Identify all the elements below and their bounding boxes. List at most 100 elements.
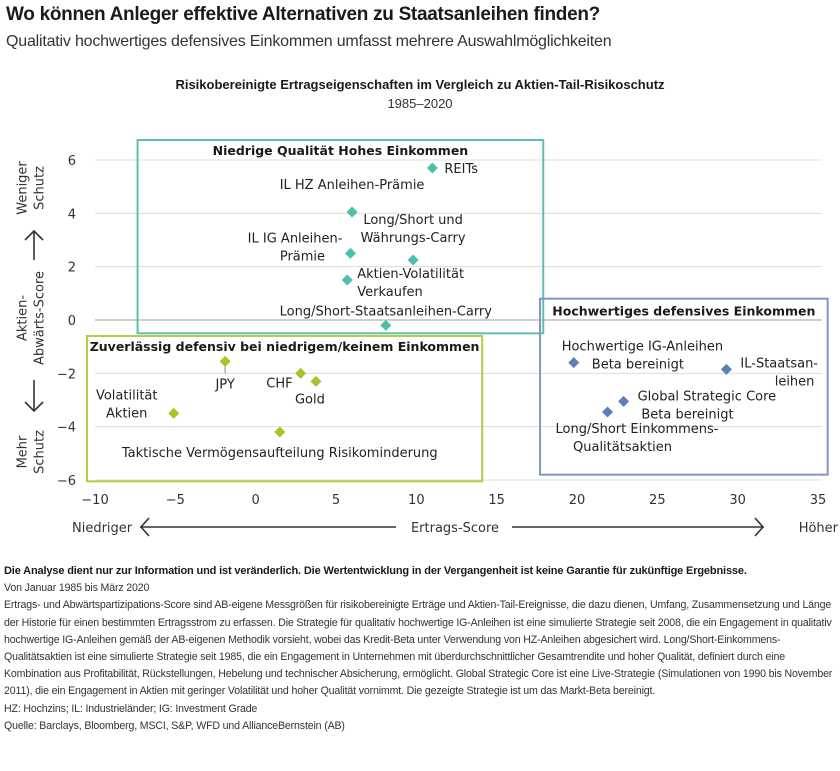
point-label: Long/Short-Staatsanleihen-Carry [280,304,493,319]
x-tick-label: 15 [488,493,505,508]
point-label: Volatilität [96,388,158,403]
data-point[interactable]: Global Strategic Core Beta bereinigt [618,389,776,422]
x-axis-title: Ertrags-Score [411,521,499,536]
diamond-marker-icon [720,363,732,375]
y-tick-label: 4 [68,207,76,222]
y-tick-label: −2 [57,367,76,382]
diamond-marker-icon [168,407,180,419]
point-label: Taktische Vermögensaufteilung Risikomind… [121,446,438,461]
data-point[interactable]: IL-Staatsan-leihen [720,356,818,389]
description-note: Ertrags- und Abwärtspartizipations-Score… [4,599,833,698]
arrow-down-icon [24,401,44,413]
svg-text:Mehr: Mehr [16,435,31,468]
x-axis-low-label: Niedriger [72,521,133,536]
svg-text:Schutz: Schutz [33,430,48,474]
diamond-marker-icon [426,162,438,174]
svg-text:Schutz: Schutz [33,166,48,210]
point-label: Global Strategic Core [638,389,777,404]
footnotes: Die Analyse dient nur zur Information un… [4,563,836,735]
point-label: CHF [266,376,292,391]
chart-period: 1985–2020 [387,96,453,111]
point-label: IL HZ Anleihen-Prämie [280,178,425,193]
diamond-marker-icon [346,206,358,218]
y-tick-label: 0 [68,314,76,329]
point-label: Beta bereinigt [592,358,684,373]
page-title: Wo können Anleger effektive Alternativen… [6,4,600,25]
x-axis: −10 −5 0 5 10 15 20 25 30 35 Niedriger Ertrags-Scor… [72,493,839,537]
data-point[interactable]: IL HZ Anleihen-Prämie [280,178,425,218]
gridlines [95,159,822,481]
svg-text:Aktien-: Aktien- [16,295,31,341]
x-tick-label: 20 [569,493,586,508]
point-label: Long/Short und [363,213,463,228]
point-label: leihen [775,374,815,389]
diamond-marker-icon [310,375,322,387]
x-axis-high-label: Höher [799,521,839,536]
point-label: Gold [295,392,325,407]
source-note: Quelle: Barclays, Bloomberg, MSCI, S&P, … [4,719,345,732]
point-label: Prämie [280,249,325,264]
data-point[interactable]: Taktische Vermögensaufteilung Risikomind… [121,426,438,462]
diamond-marker-icon [602,406,614,418]
svg-text:Abwärts-Score: Abwärts-Score [33,271,48,365]
scatter-chart: Niedrige Qualität Hohes Einkommen Zuverlä… [16,139,839,537]
data-point[interactable]: Hochwertige IG-Anleihen Beta bereinigt [562,340,723,373]
data-point[interactable]: Gold [295,375,325,408]
data-points: REITs IL HZ Anleihen-Prämie IL IG Anleihen… [96,162,818,461]
diamond-marker-icon [344,247,356,259]
y-tick-label: −4 [57,421,76,436]
point-label: IL IG Anleihen- [248,231,343,246]
x-tick-label: −10 [81,493,108,508]
diamond-marker-icon [568,357,580,369]
chart-title: Risikobereinigte Ertragseigenschaften im… [175,77,665,92]
period-note: Von Januar 1985 bis März 2020 [4,582,150,595]
diamond-marker-icon [295,367,307,379]
point-label: Aktien-Volatilität [357,267,464,282]
point-label: Währungs-Carry [361,231,466,246]
x-tick-label: 10 [408,493,425,508]
data-point[interactable]: Aktien-Volatilität Verkaufen [341,267,464,300]
y-tick-label: −6 [57,474,76,489]
y-tick-label: 2 [68,261,76,276]
arrow-up-icon [24,229,44,241]
x-tick-label: 25 [649,493,666,508]
data-point[interactable]: Volatilität Aktien [96,388,180,421]
data-point[interactable]: REITs [426,162,478,177]
group-boxes: Niedrige Qualität Hohes Einkommen Zuverlä… [85,139,829,483]
x-tick-label: 30 [729,493,746,508]
data-point[interactable]: IL IG Anleihen- Prämie [248,231,356,264]
data-point[interactable]: Long/Short-Staatsanleihen-Carry [280,304,493,331]
point-label: Beta bereinigt [641,407,733,422]
abbreviations-note: HZ: Hochzins; IL: Industrieländer; IG: I… [4,702,258,715]
arrow-right-icon [754,517,765,537]
y-tick-label: 6 [68,154,76,169]
diamond-marker-icon [274,426,286,438]
diamond-marker-icon [380,319,392,331]
point-label: REITs [444,162,478,177]
group-title: Niedrige Qualität Hohes Einkommen [213,143,469,158]
arrow-left-icon [139,517,150,537]
page-subtitle: Qualitativ hochwertiges defensives Einko… [6,33,612,50]
group-title: Zuverlässig defensiv bei niedrigem/keine… [90,339,480,354]
group-box [85,335,484,483]
point-label: Qualitätsaktien [573,440,672,455]
diamond-marker-icon [618,395,630,407]
point-label: Hochwertige IG-Anleihen [562,340,723,355]
group-box [539,297,829,476]
diamond-marker-icon [407,254,419,266]
x-tick-label: −5 [166,493,185,508]
point-label: JPY [214,377,234,392]
data-point[interactable]: CHF [266,367,307,392]
point-label: Long/Short Einkommens- [556,422,719,437]
diamond-marker-icon [341,274,353,286]
data-point[interactable]: JPY [214,355,235,393]
data-point[interactable]: Long/Short Einkommens- Qualitätsaktien [556,406,719,456]
y-axis-top-label: Weniger Schutz [16,161,48,215]
svg-text:Weniger: Weniger [16,161,31,215]
diamond-marker-icon [219,355,231,367]
point-label: Verkaufen [357,285,423,300]
y-axis-bottom-label: Mehr Schutz [16,430,48,474]
data-point[interactable]: Long/Short und Währungs-Carry [361,213,466,266]
disclaimer: Die Analyse dient nur zur Information un… [4,565,747,577]
